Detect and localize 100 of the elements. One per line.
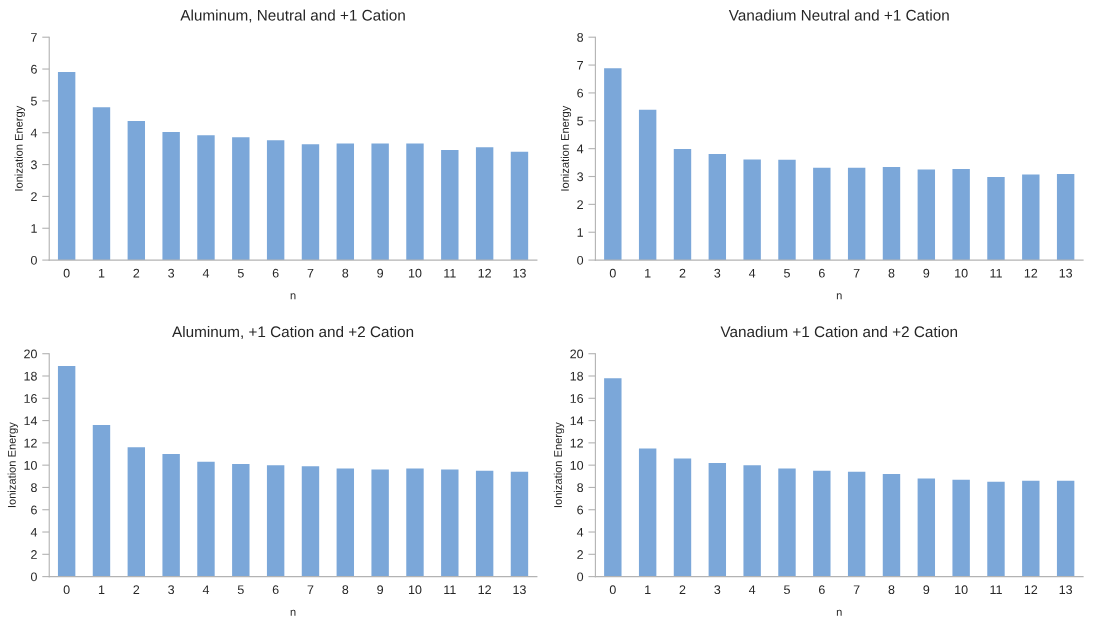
x-tick-label: 7 <box>853 585 860 594</box>
y-tick-label: 0 <box>30 255 37 265</box>
chart-title: Vanadium Neutral and +1 Cation <box>728 9 949 21</box>
x-tick-label: 8 <box>342 585 349 595</box>
x-tick-label: 7 <box>307 585 314 594</box>
x-axis-title: n <box>836 293 842 300</box>
bar <box>882 167 901 261</box>
x-tick-label: 5 <box>237 585 244 595</box>
y-tick-label: 0 <box>577 572 584 582</box>
y-tick-label: 12 <box>24 438 37 448</box>
x-tick-label: 11 <box>444 585 456 594</box>
bar <box>57 365 76 577</box>
bar <box>638 448 657 577</box>
x-tick-label: 12 <box>1024 268 1038 278</box>
chart-title: Aluminum, Neutral and +1 Cation <box>180 9 405 23</box>
bar <box>371 469 389 577</box>
x-tick-label: 13 <box>513 585 526 595</box>
y-tick-label: 7 <box>31 33 37 42</box>
y-tick-label: 8 <box>31 483 37 493</box>
x-tick-label: 9 <box>377 268 384 278</box>
x-tick-label: 9 <box>923 268 930 278</box>
bar <box>92 425 111 577</box>
y-tick-label: 8 <box>577 483 584 493</box>
x-tick-label: 9 <box>923 585 930 595</box>
bar <box>510 471 529 577</box>
bar <box>673 148 692 261</box>
bar <box>743 465 761 577</box>
x-tick-label: 10 <box>955 585 968 595</box>
bar <box>475 470 494 577</box>
y-tick-label: 6 <box>577 88 584 98</box>
y-axis-title: Ionization Energy <box>7 422 18 508</box>
chart-title: Aluminum, +1 Cation and +2 Cation <box>172 325 414 339</box>
bar <box>917 169 936 261</box>
x-tick-label: 8 <box>888 585 895 595</box>
bar <box>475 147 494 261</box>
x-tick-label: 3 <box>714 585 721 595</box>
bar <box>162 454 180 577</box>
y-tick-label: 6 <box>577 505 584 515</box>
bar <box>813 167 831 261</box>
bar <box>232 137 250 261</box>
x-tick-label: 6 <box>818 585 825 595</box>
bar <box>743 159 761 261</box>
y-tick-label: 12 <box>570 438 583 448</box>
x-tick-label: 0 <box>63 268 70 278</box>
x-tick-label: 1 <box>98 268 105 278</box>
x-tick-label: 12 <box>478 268 491 278</box>
bar <box>57 71 76 261</box>
x-tick-label: 4 <box>202 585 210 594</box>
x-tick-label: 4 <box>748 268 756 278</box>
y-axis-title: Ionization Energy <box>560 105 572 191</box>
x-tick-label: 3 <box>168 585 175 595</box>
x-tick-label: 5 <box>784 585 790 595</box>
bar <box>1022 174 1040 261</box>
y-tick-label: 10 <box>24 460 37 470</box>
x-tick-label: 12 <box>478 585 491 594</box>
x-tick-label: 3 <box>714 268 721 278</box>
bar <box>197 461 215 577</box>
y-tick-label: 5 <box>577 116 584 126</box>
bar <box>673 458 692 577</box>
x-tick-label: 10 <box>955 268 968 278</box>
x-tick-label: 5 <box>784 268 790 278</box>
bar <box>778 468 796 577</box>
bar <box>406 468 424 577</box>
y-tick-label: 1 <box>31 224 37 233</box>
x-tick-label: 7 <box>307 268 314 278</box>
bar <box>301 144 320 261</box>
y-tick-label: 3 <box>577 172 584 182</box>
y-tick-label: 14 <box>570 416 584 426</box>
bar <box>441 149 459 261</box>
x-tick-label: 0 <box>63 585 70 595</box>
x-tick-label: 10 <box>408 585 422 595</box>
bar <box>604 68 622 261</box>
y-tick-label: 5 <box>30 96 37 106</box>
x-tick-label: 1 <box>98 585 105 594</box>
bar <box>987 481 1005 577</box>
x-tick-label: 6 <box>272 585 279 595</box>
x-tick-label: 2 <box>133 268 140 278</box>
y-tick-label: 16 <box>570 394 584 403</box>
x-tick-label: 10 <box>408 268 422 278</box>
bar <box>778 159 796 261</box>
bar <box>336 143 355 261</box>
x-tick-label: 11 <box>990 585 1002 594</box>
y-tick-label: 18 <box>24 371 37 381</box>
bar <box>708 153 727 261</box>
x-tick-label: 13 <box>1059 585 1073 595</box>
bar <box>301 466 320 577</box>
x-tick-label: 0 <box>609 268 616 278</box>
y-tick-label: 2 <box>577 200 583 209</box>
bar <box>1022 480 1040 577</box>
x-tick-label: 1 <box>645 268 651 278</box>
bar <box>371 143 389 261</box>
x-tick-label: 6 <box>272 268 279 278</box>
y-tick-label: 1 <box>577 228 583 237</box>
bar <box>266 140 285 261</box>
x-tick-label: 11 <box>444 268 456 278</box>
bar <box>708 462 727 577</box>
bar <box>266 465 285 577</box>
y-tick-label: 6 <box>31 505 37 515</box>
x-tick-label: 4 <box>202 268 210 278</box>
bar <box>882 474 901 577</box>
